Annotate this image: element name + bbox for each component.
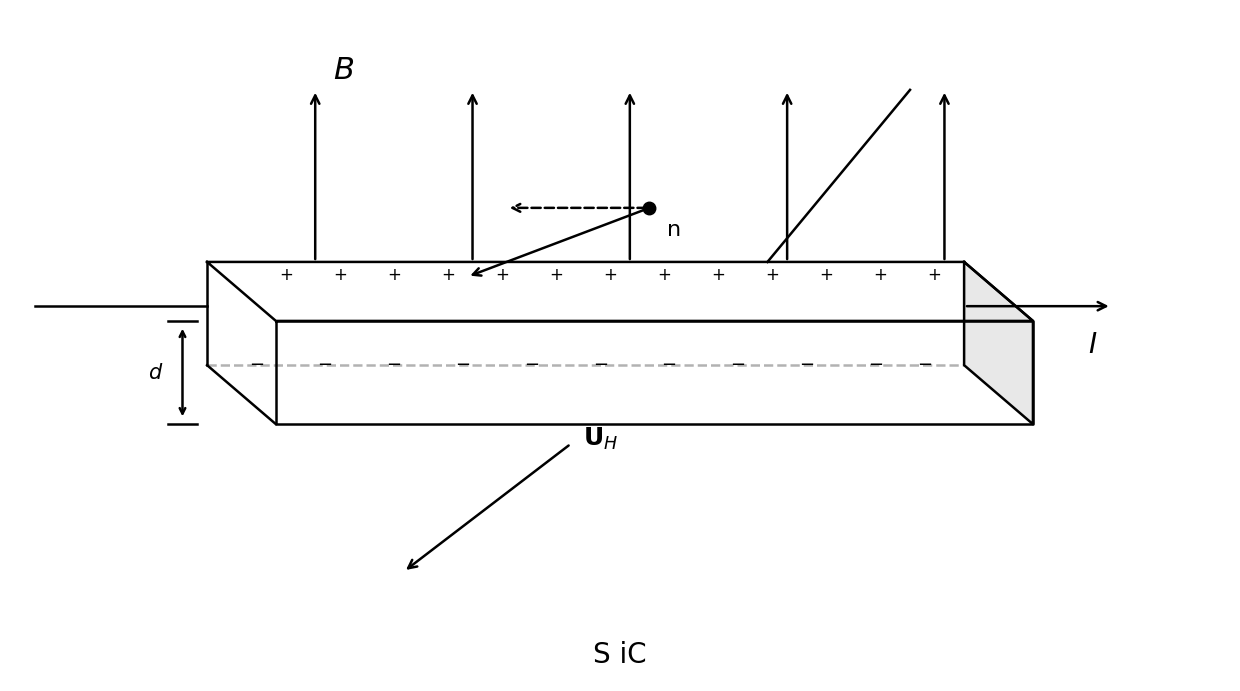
Text: d: d: [148, 363, 161, 383]
Text: −: −: [317, 356, 332, 374]
Text: +: +: [549, 266, 563, 284]
Text: −: −: [387, 356, 402, 374]
Text: −: −: [525, 356, 539, 374]
Text: I: I: [1087, 331, 1096, 359]
Text: +: +: [874, 266, 888, 284]
Text: −: −: [455, 356, 470, 374]
Text: +: +: [765, 266, 779, 284]
Text: −: −: [593, 356, 608, 374]
Polygon shape: [965, 262, 1033, 424]
Text: −: −: [868, 356, 883, 374]
Polygon shape: [275, 321, 1033, 424]
Text: +: +: [279, 266, 293, 284]
Text: +: +: [387, 266, 401, 284]
Text: n: n: [667, 220, 681, 240]
Text: +: +: [495, 266, 508, 284]
Text: +: +: [441, 266, 455, 284]
Text: +: +: [820, 266, 833, 284]
Text: −: −: [249, 356, 264, 374]
Text: −: −: [730, 356, 745, 374]
Text: +: +: [657, 266, 671, 284]
Text: −: −: [662, 356, 677, 374]
Text: +: +: [928, 266, 941, 284]
Text: B: B: [332, 56, 353, 85]
Text: +: +: [603, 266, 618, 284]
Text: $\mathbf{U}_{H}$: $\mathbf{U}_{H}$: [583, 426, 618, 452]
Text: −: −: [800, 356, 815, 374]
Text: +: +: [712, 266, 725, 284]
Polygon shape: [207, 262, 1033, 321]
Text: −: −: [918, 356, 932, 374]
Text: +: +: [332, 266, 347, 284]
Text: S iC: S iC: [593, 641, 647, 669]
